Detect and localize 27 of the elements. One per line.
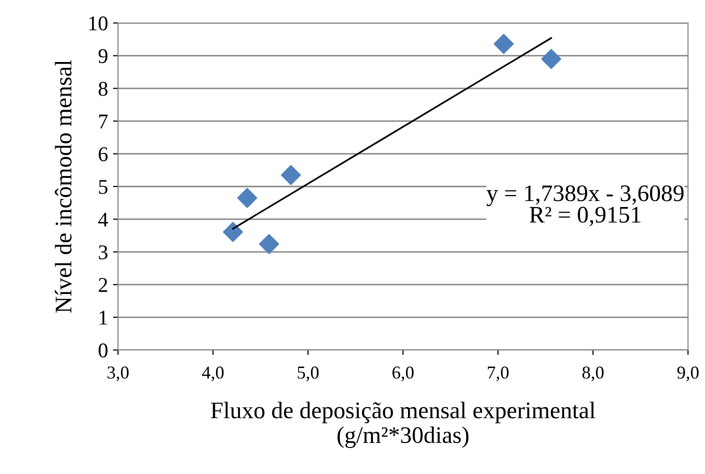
y-tick-label: 2 <box>98 278 108 292</box>
x-tick-label: 9,0 <box>677 366 699 382</box>
y-tick-label: 0 <box>98 343 108 358</box>
point <box>494 34 514 54</box>
y-tick-label: 9 <box>98 49 108 64</box>
point <box>222 222 243 242</box>
y-tick-label: 7 <box>99 114 108 128</box>
y-tick-label: 6 <box>98 147 108 162</box>
y-tick-label: 10 <box>89 16 108 30</box>
y-tick-label: 4 <box>98 212 108 226</box>
y-tick-label: 8 <box>98 82 108 96</box>
x-tick-label: 8,0 <box>582 366 604 382</box>
x-tick-label: 7,0 <box>488 366 509 382</box>
x-tick-label: 4,0 <box>202 366 224 382</box>
x-axis-title: Fluxo de deposição mensal experimental (g/m²*30dias) <box>210 402 596 448</box>
point <box>541 48 562 69</box>
x-tick-label: 6,0 <box>392 366 414 382</box>
point <box>237 188 258 208</box>
x-tick-label: 3,0 <box>108 366 129 382</box>
y-tick-label: 5 <box>99 180 108 194</box>
y-axis-title: Nível de incômodo mensal <box>54 60 72 313</box>
point <box>259 234 280 254</box>
y-tick-label: 3 <box>98 245 108 260</box>
point <box>280 165 301 186</box>
y-tick-label: 1 <box>100 310 108 325</box>
annotation: y = 1,7389x - 3,6089 R² = 0,9151 <box>486 185 684 226</box>
x-tick-label: 5,0 <box>298 366 319 382</box>
